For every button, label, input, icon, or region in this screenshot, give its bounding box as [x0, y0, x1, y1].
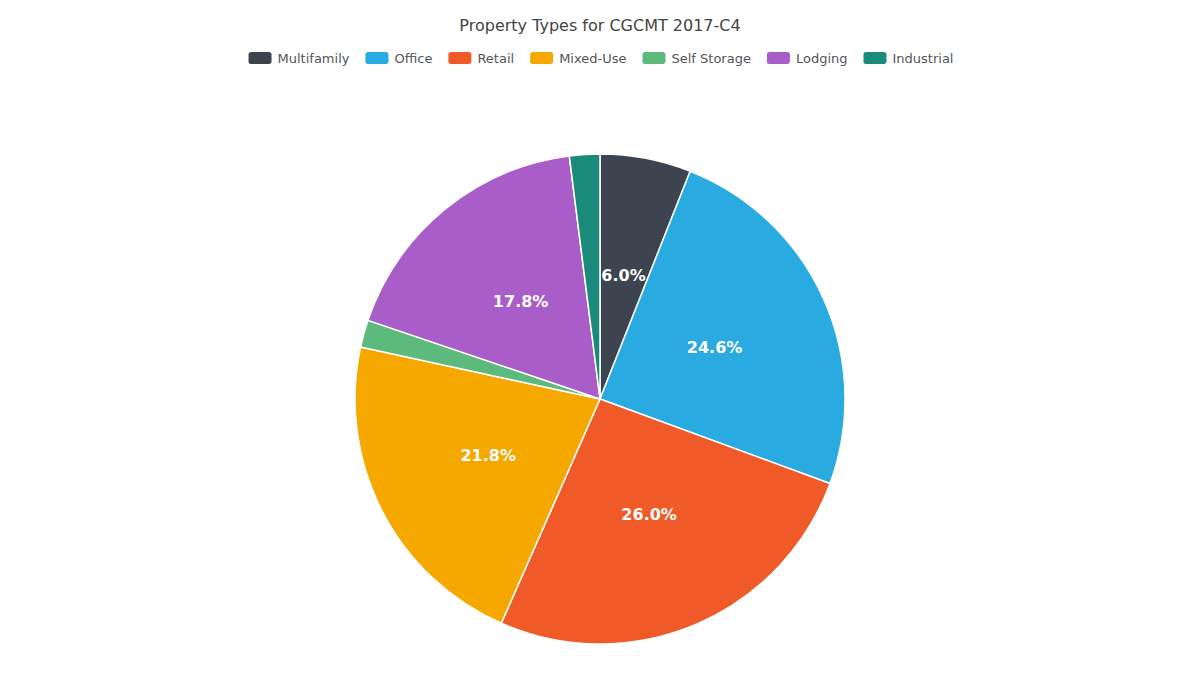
svg-text:Office: Office [394, 51, 432, 66]
svg-text:26.0%: 26.0% [621, 505, 677, 524]
svg-text:Retail: Retail [477, 51, 514, 66]
svg-text:6.0%: 6.0% [601, 266, 645, 285]
svg-text:Self Storage: Self Storage [671, 51, 750, 66]
svg-text:17.8%: 17.8% [493, 292, 549, 311]
svg-text:Lodging: Lodging [796, 51, 848, 66]
svg-text:Mixed-Use: Mixed-Use [559, 51, 626, 66]
svg-text:Property Types for CGCMT 2017-: Property Types for CGCMT 2017-C4 [459, 16, 740, 35]
svg-text:Industrial: Industrial [892, 51, 953, 66]
svg-text:24.6%: 24.6% [687, 338, 743, 357]
svg-text:21.8%: 21.8% [460, 446, 516, 465]
svg-text:Multifamily: Multifamily [278, 51, 350, 66]
